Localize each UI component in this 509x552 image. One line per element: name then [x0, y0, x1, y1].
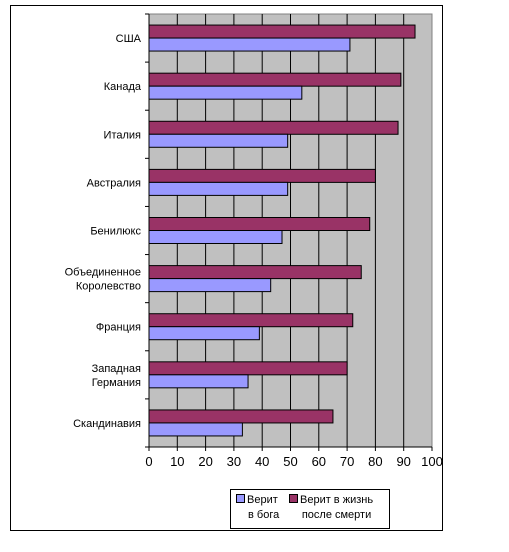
category-label: Франция: [96, 322, 141, 334]
bar-believe-afterlife: [148, 265, 362, 280]
category-label: Бенилюкс: [90, 226, 141, 238]
category-label-line: Западная: [92, 363, 141, 375]
bar-believe-god: [148, 181, 289, 196]
legend-label-believe-god-line1: Верит: [247, 494, 278, 506]
bar-believe-afterlife: [148, 409, 334, 424]
legend-label-believe-god-line2: в бога: [248, 509, 280, 521]
x-tick-label: 80: [368, 454, 382, 469]
category-label-line: Бенилюкс: [90, 226, 141, 238]
category-label: Италия: [104, 129, 142, 141]
x-tick-label: 90: [396, 454, 410, 469]
bar-believe-god: [148, 422, 243, 437]
category-label: Западная Германия: [92, 363, 141, 389]
bar-believe-afterlife: [148, 168, 376, 183]
bar-believe-afterlife: [148, 361, 348, 376]
bar-believe-god: [148, 37, 351, 52]
legend-item-believe-afterlife: Верит в жизнь после смерти: [300, 493, 373, 523]
x-tick-label: 20: [198, 454, 212, 469]
category-label-line: Королевство: [76, 281, 141, 293]
x-tick-label: 30: [227, 454, 241, 469]
bar-believe-god: [148, 374, 249, 389]
legend: Верит в бога Верит в жизнь после смерти: [230, 489, 390, 529]
bar-believe-afterlife: [148, 24, 416, 39]
x-tick-label: 100: [421, 454, 442, 469]
bar-believe-afterlife: [148, 72, 402, 87]
x-tick-label: 70: [340, 454, 354, 469]
category-label-line: Франция: [96, 322, 141, 334]
bar-believe-god: [148, 278, 272, 293]
x-tick-label: 10: [170, 454, 184, 469]
bar-believe-afterlife: [148, 120, 399, 135]
category-label-line: Италия: [104, 129, 142, 141]
category-label-line: Канада: [104, 81, 142, 93]
x-tick-label: 50: [283, 454, 297, 469]
category-label-line: США: [116, 33, 142, 45]
bar-believe-god: [148, 230, 283, 244]
legend-item-believe-god: Верит в бога: [247, 493, 279, 523]
legend-swatch-believe-god: [236, 494, 245, 503]
x-tick-label: 40: [255, 454, 269, 469]
category-label-line: Объединенное: [65, 267, 141, 279]
category-label: Объединенное Королевство: [65, 267, 141, 293]
category-label: Скандинавия: [73, 418, 141, 430]
category-label-line: Германия: [92, 377, 141, 389]
legend-label-believe-afterlife-line2: после смерти: [301, 509, 372, 521]
category-label: США: [116, 33, 142, 45]
bar-believe-god: [148, 133, 289, 148]
bar-chart: 0 10 20 30 40 50 60 70 80 90 100 США Канада Италия Авс…: [65, 13, 442, 469]
category-label: Канада: [104, 81, 142, 93]
chart-frame: 0 10 20 30 40 50 60 70 80 90 100 США Канада Италия Авс…: [10, 5, 443, 531]
category-label-line: Австралия: [87, 177, 141, 189]
legend-swatch-believe-afterlife: [289, 494, 298, 503]
bar-believe-afterlife: [148, 313, 354, 328]
bar-believe-god: [148, 326, 260, 341]
bar-believe-afterlife: [148, 217, 371, 231]
category-label-line: Скандинавия: [73, 418, 141, 430]
legend-label-believe-afterlife-line1: Верит в жизнь: [300, 494, 374, 506]
bar-believe-god: [148, 85, 303, 100]
category-label: Австралия: [87, 177, 141, 189]
x-tick-label: 0: [145, 454, 152, 469]
x-tick-label: 60: [312, 454, 326, 469]
